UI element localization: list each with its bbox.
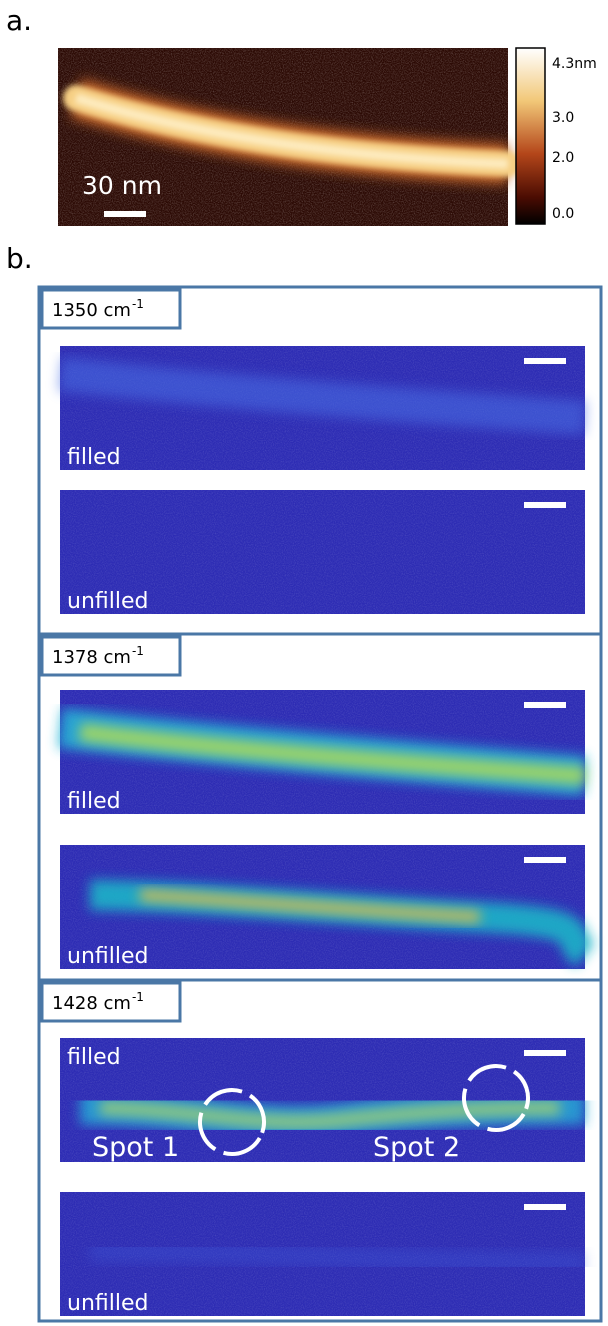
scale-bar: [524, 358, 566, 364]
colorbar-tick-label: 4.3nm: [552, 56, 597, 72]
wavenumber-label: 1350 cm-1: [52, 297, 144, 321]
scale-bar: [524, 702, 566, 708]
wavenumber-label: 1378 cm-1: [52, 644, 144, 668]
afm-fiber-core: [74, 93, 509, 169]
scale-bar: [524, 1050, 566, 1056]
scale-bar-label: 30 nm: [82, 171, 162, 200]
wavenumber: 1378 cm: [52, 647, 131, 668]
exponent: -1: [132, 297, 144, 311]
spot-label: Spot 1: [92, 1132, 179, 1163]
scale-bar: [524, 1204, 566, 1210]
map-label: filled: [67, 789, 121, 814]
band: [78, 723, 586, 785]
map-label: unfilled: [67, 589, 148, 614]
map-label: unfilled: [67, 944, 148, 969]
label-box: [40, 635, 182, 677]
label-box: [40, 288, 182, 330]
scale-bar: [524, 857, 566, 863]
panel-label: a.: [6, 4, 32, 37]
exponent: -1: [132, 990, 144, 1004]
wavenumber: 1428 cm: [52, 993, 131, 1014]
spectral-map: unfilled: [60, 490, 585, 614]
colorbar-tick-label: 0.0: [552, 206, 574, 222]
outer-frame: [37, 285, 603, 1323]
wavenumber: 1350 cm: [52, 300, 131, 321]
colorbar-tick-label: 2.0: [552, 150, 574, 166]
spectral-map: unfilled: [60, 845, 596, 969]
spectral-map: filled: [57, 690, 587, 814]
panel-label: b.: [6, 242, 33, 275]
label-box: [40, 981, 182, 1023]
scale-bar: [104, 211, 146, 217]
band: [139, 889, 481, 923]
scale-bar: [524, 502, 566, 508]
colorbar-tick-label: 3.0: [552, 110, 574, 126]
spectral-map: filled Spot 1 Spot 2: [60, 1038, 586, 1163]
spot-circle: [198, 1088, 266, 1156]
band: [58, 357, 587, 435]
band: [89, 1242, 586, 1272]
map-label: unfilled: [67, 1291, 148, 1316]
afm-image: 30 nm: [58, 48, 521, 226]
band: [99, 1101, 561, 1130]
exponent: -1: [132, 644, 144, 658]
map-noise: [60, 490, 585, 614]
map-label: filled: [67, 445, 121, 470]
spectral-map: filled: [58, 346, 587, 470]
map-label: filled: [67, 1045, 121, 1070]
wavenumber-label: 1428 cm-1: [52, 990, 144, 1014]
spectral-map: unfilled: [60, 1192, 586, 1316]
spot-label: Spot 2: [373, 1132, 460, 1163]
colorbar: [515, 47, 546, 225]
